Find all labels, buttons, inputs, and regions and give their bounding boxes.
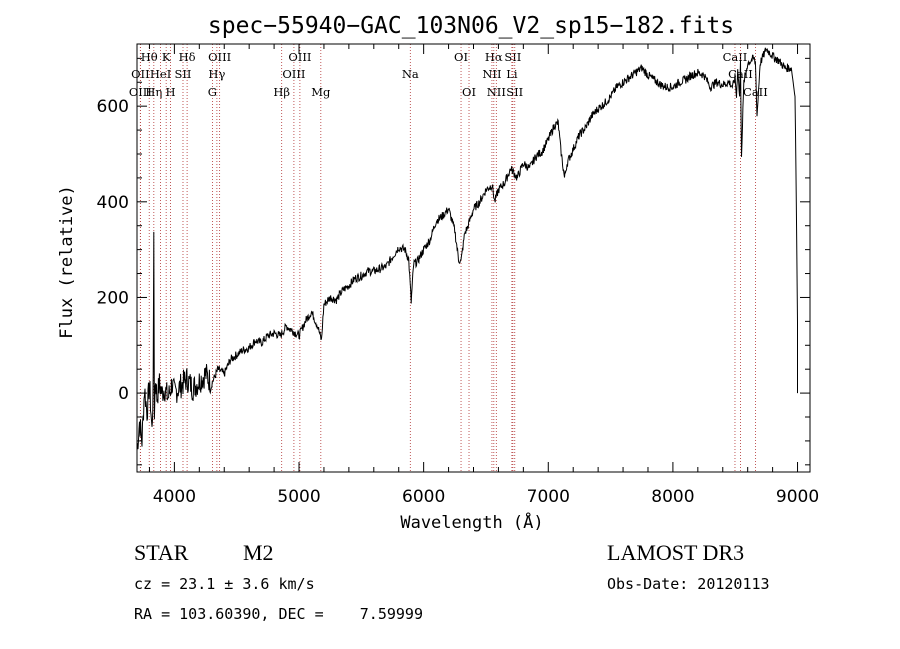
axes: 4000 5000 6000 7000 8000 9000 0 200 400 600 (97, 44, 819, 507)
y-tick-label: 400 (97, 193, 129, 213)
coordinates: RA = 103.60390, DEC = 7.59999 (134, 605, 423, 623)
emission-line-label: SII (504, 50, 521, 64)
emission-line-label: HeI (150, 67, 171, 81)
emission-line-label: G (208, 85, 217, 99)
emission-line-label: NII (482, 67, 501, 81)
x-axis-label: Wavelength (Å) (400, 511, 543, 533)
emission-line-label: K (162, 50, 171, 64)
emission-line-label: Li (506, 67, 518, 81)
series-group (136, 47, 798, 451)
flux-series-line (136, 47, 798, 451)
x-tick-label: 9000 (776, 487, 819, 507)
survey-name: LAMOST DR3 (607, 540, 745, 565)
plot-frame (136, 43, 811, 473)
x-tick-label: 8000 (651, 487, 694, 507)
emission-line-label: Hθ (141, 50, 158, 64)
y-tick-label: 600 (97, 97, 129, 117)
emission-line-label: Hδ (179, 50, 196, 64)
emission-line-label: OIII (208, 50, 231, 64)
emission-line-label: SII (175, 67, 192, 81)
x-tick-label: 6000 (402, 487, 445, 507)
emission-line-label: H (166, 85, 176, 99)
emission-line-label: OIII (282, 67, 305, 81)
emission-line-label: NII (487, 85, 506, 99)
emission-line-label: Hα (485, 50, 503, 64)
object-class: STAR (134, 540, 189, 565)
emission-line-label: OI (454, 50, 468, 64)
y-tick-label: 200 (97, 288, 129, 308)
emission-line-label: Hη (145, 85, 162, 99)
emission-line-label: CaII (723, 50, 748, 64)
emission-line-label: CaII (743, 85, 768, 99)
x-tick-label: 4000 (153, 487, 196, 507)
redshift-value: cz = 23.1 ± 3.6 km/s (134, 575, 315, 593)
emission-line-label: OIII (129, 85, 152, 99)
y-tick-label: 0 (118, 384, 129, 404)
y-axis-label: Flux (relative) (57, 185, 77, 339)
emission-line-label: Na (402, 67, 419, 81)
x-tick-label: 7000 (527, 487, 570, 507)
subclass: M2 (243, 540, 274, 565)
obs-date: Obs-Date: 20120113 (607, 575, 770, 593)
emission-line-label: OIII (288, 50, 311, 64)
x-tick-label: 5000 (277, 487, 320, 507)
emission-line-label: SII (506, 85, 523, 99)
emission-line-label: Mg (311, 85, 331, 99)
chart-title: spec−55940−GAC_103N06_V2_sp15−182.fits (208, 13, 734, 39)
emission-line-label: Hγ (208, 67, 225, 81)
emission-line-label: Hβ (273, 85, 290, 99)
emission-line-label: OI (462, 85, 476, 99)
